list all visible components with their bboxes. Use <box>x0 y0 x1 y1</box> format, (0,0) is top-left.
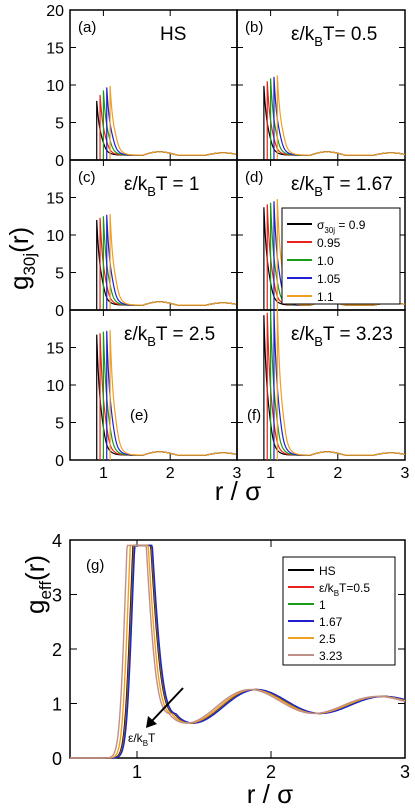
panel-e: (e) ε/kBT = 2.5 0 5 10 15 1 2 3 <box>46 309 242 482</box>
panel-letter: (f) <box>247 407 261 424</box>
arrow-label: ε/kBT <box>128 731 156 748</box>
legend-label: σ30j = 0.9 <box>317 218 366 235</box>
series-line-2 <box>102 216 238 310</box>
series-line-3 <box>106 214 238 310</box>
x-tick-label: 3 <box>400 762 410 782</box>
panel-letter-g: (g) <box>86 557 104 574</box>
y-tick-label: 2 <box>52 640 62 660</box>
series-line-3 <box>106 87 238 160</box>
x-tick-label: 3 <box>233 465 242 482</box>
series-line-0 <box>96 220 238 310</box>
legend-label: ε/kBT=0.5 <box>319 581 370 598</box>
y-tick-label: 0 <box>52 749 62 769</box>
y-tick-label: 15 <box>46 41 64 58</box>
y-tick-label: 5 <box>55 416 64 433</box>
panel-d: (d) ε/kBT = 1.67 σ30j = 0.90.95 1.0 1.05 1.1 <box>236 159 406 311</box>
legend-label: 1 <box>319 598 326 612</box>
panel-b: (b) ε/kBT= 0.5 <box>236 9 406 161</box>
panel-title: ε/kBT = 2.5 <box>124 324 215 349</box>
panel-title: ε/kBT = 3.23 <box>291 324 393 349</box>
legend-label: 1.0 <box>317 254 334 268</box>
bottom-axis-labels: geff(r) r / σ <box>20 555 293 809</box>
legend-label: 0.95 <box>317 236 341 250</box>
legend-label: 1.05 <box>317 272 341 286</box>
legend-d: σ30j = 0.90.95 1.0 1.05 1.1 <box>281 207 401 305</box>
bottom-ylabel: geff(r) <box>20 555 55 614</box>
geff-series-4 <box>70 544 406 759</box>
legend-box <box>282 556 396 666</box>
legend-label: 3.23 <box>319 649 343 663</box>
x-tick-label: 2 <box>266 762 276 782</box>
curves <box>96 85 238 160</box>
y-tick-label: 0 <box>55 153 64 170</box>
y-tick-label: 10 <box>46 78 64 95</box>
series-line-4 <box>276 75 406 160</box>
series-line-3 <box>106 330 238 460</box>
y-tick-label: 10 <box>46 228 64 245</box>
legend-label: 2.5 <box>319 632 336 646</box>
series-line-0 <box>96 334 238 460</box>
y-tick-label: 20 <box>46 3 64 20</box>
y-tick-label: 3 <box>52 586 62 606</box>
x-tick-label: 1 <box>99 465 108 482</box>
series-line-1 <box>99 333 238 460</box>
series-line-4 <box>276 308 406 460</box>
top-xlabel: r / σ <box>215 476 261 506</box>
top-axis-labels: g30j(r) r / σ <box>4 227 261 506</box>
y-tick-label: 0 <box>55 453 64 470</box>
panel-f: (f) ε/kBT = 3.23 1 2 3 <box>236 308 410 482</box>
top-ylabel: g30j(r) <box>4 227 39 290</box>
panel-title: ε/kBT = 1.67 <box>291 174 393 199</box>
panel-c: (c) ε/kBT = 1 0 5 10 15 <box>46 159 238 320</box>
y-tick-label: 1 <box>52 695 62 715</box>
panel-a: (a) HS 0 5 10 15 20 <box>46 3 238 170</box>
series-line-2 <box>270 78 406 160</box>
panel-letter: (d) <box>245 169 263 186</box>
trend-arrow <box>150 687 184 723</box>
series-line-2 <box>102 90 238 160</box>
panel-letter: (c) <box>78 169 96 186</box>
series-line-3 <box>273 76 406 160</box>
legend-label: 1.1 <box>317 290 334 304</box>
panel-title: ε/kBT = 1 <box>124 174 199 199</box>
series-line-1 <box>99 217 238 310</box>
x-tick-label: 2 <box>333 465 342 482</box>
panel-title: ε/kBT= 0.5 <box>291 24 377 49</box>
y-tick-label: 5 <box>55 116 64 133</box>
y-tick-label: 10 <box>46 378 64 395</box>
series-line-2 <box>102 331 238 460</box>
panel-letter: (b) <box>245 19 263 36</box>
x-tick-label: 2 <box>166 465 175 482</box>
legend-label: 1.67 <box>319 615 343 629</box>
series-line-4 <box>109 330 238 460</box>
bottom-legend: HS ε/kBT=0.51 1.67 2.5 3.23 <box>282 556 396 666</box>
panel-letter: (e) <box>130 407 148 424</box>
bottom-xlabel: r / σ <box>247 779 293 809</box>
y-tick-label: 4 <box>52 531 62 551</box>
series-line-4 <box>109 213 238 310</box>
x-tick-label: 1 <box>266 465 275 482</box>
y-tick-label: 5 <box>55 266 64 283</box>
legend-label: HS <box>319 564 336 578</box>
y-tick-label: 15 <box>46 191 64 208</box>
curves <box>263 75 406 160</box>
panel-title: HS <box>160 24 186 45</box>
x-tick-label: 1 <box>132 762 142 782</box>
curves <box>96 213 238 310</box>
series-line-4 <box>109 85 238 160</box>
geff-series-3 <box>70 544 406 759</box>
panel-letter: (a) <box>78 19 96 36</box>
curves <box>96 330 238 460</box>
curves <box>263 308 406 460</box>
y-tick-label: 15 <box>46 341 64 358</box>
trend-arrowhead <box>146 716 157 728</box>
x-tick-label: 3 <box>401 465 410 482</box>
y-tick-label: 0 <box>55 303 64 320</box>
geff-series-5 <box>70 544 406 759</box>
